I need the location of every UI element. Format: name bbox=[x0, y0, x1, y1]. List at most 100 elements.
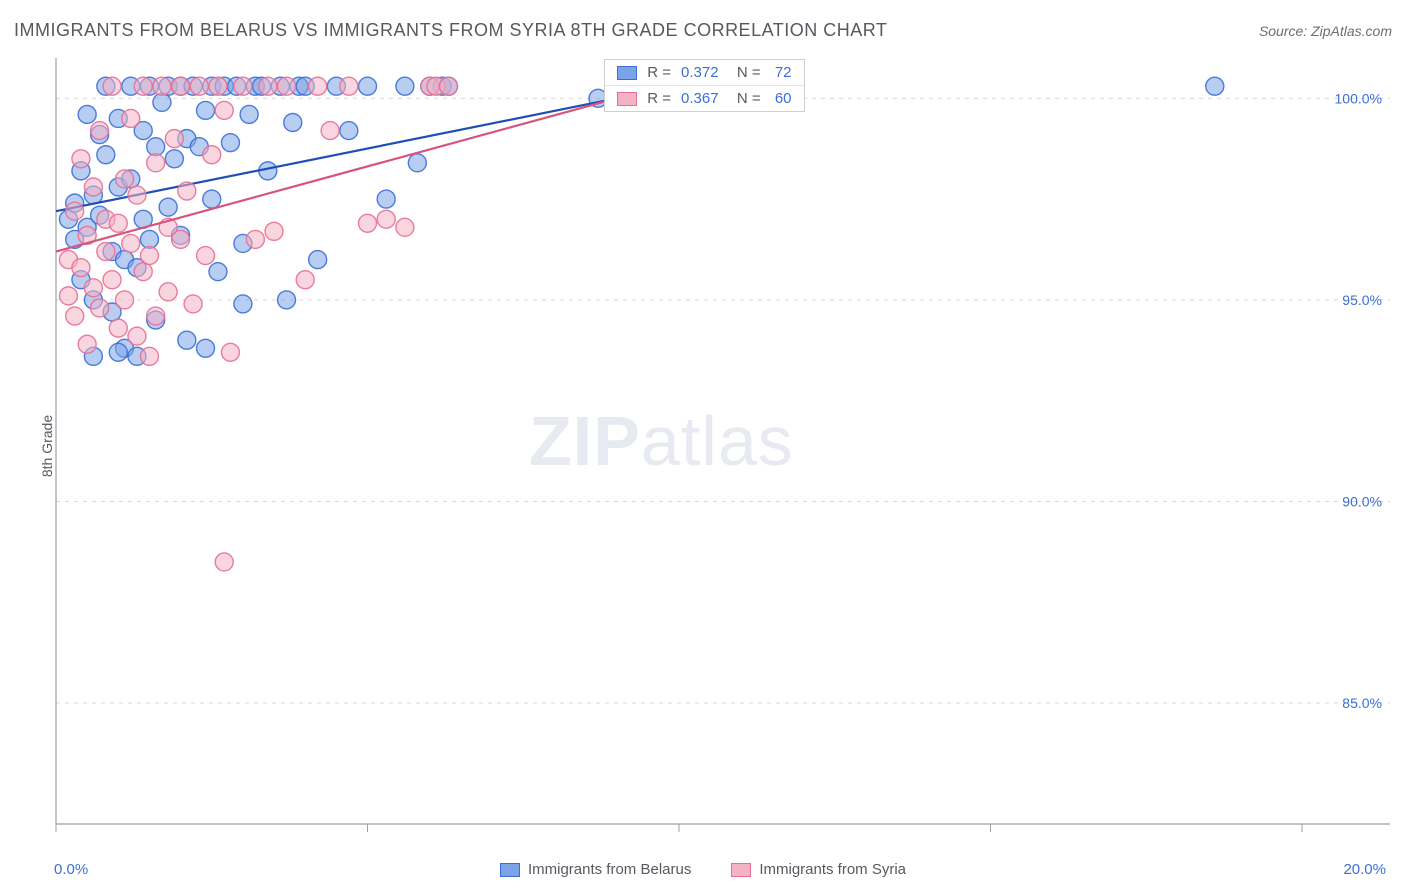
scatter-point bbox=[59, 287, 77, 305]
scatter-point bbox=[84, 178, 102, 196]
y-tick-label: 100.0% bbox=[1335, 90, 1382, 106]
scatter-point bbox=[103, 77, 121, 95]
scatter-point bbox=[209, 263, 227, 281]
scatter-point bbox=[178, 182, 196, 200]
scatter-point bbox=[296, 271, 314, 289]
scatter-point bbox=[265, 222, 283, 240]
scatter-point bbox=[408, 154, 426, 172]
stats-legend-box: R = 0.372 N = 72R = 0.367 N = 60 bbox=[604, 59, 804, 112]
scatter-point bbox=[246, 230, 264, 248]
scatter-point bbox=[140, 230, 158, 248]
scatter-point bbox=[109, 319, 127, 337]
scatter-point bbox=[122, 234, 140, 252]
scatter-point bbox=[109, 214, 127, 232]
scatter-point bbox=[140, 247, 158, 265]
scatter-point bbox=[172, 230, 190, 248]
scatter-point bbox=[197, 101, 215, 119]
scatter-point bbox=[259, 77, 277, 95]
scatter-point bbox=[140, 347, 158, 365]
scatter-point bbox=[359, 77, 377, 95]
scatter-point bbox=[377, 190, 395, 208]
scatter-point bbox=[159, 283, 177, 301]
x-axis-max-label: 20.0% bbox=[1343, 861, 1386, 878]
scatter-point bbox=[309, 77, 327, 95]
stats-row-syria: R = 0.367 N = 60 bbox=[605, 85, 803, 111]
scatter-point bbox=[159, 198, 177, 216]
legend-swatch-icon bbox=[731, 863, 751, 877]
scatter-point bbox=[340, 122, 358, 140]
scatter-point bbox=[91, 122, 109, 140]
stats-r-value: 0.367 bbox=[681, 90, 719, 107]
scatter-point bbox=[153, 77, 171, 95]
legend-label: Immigrants from Syria bbox=[759, 861, 906, 878]
scatter-point bbox=[134, 77, 152, 95]
scatter-point bbox=[147, 307, 165, 325]
scatter-point bbox=[439, 77, 457, 95]
scatter-point bbox=[215, 101, 233, 119]
stats-row-belarus: R = 0.372 N = 72 bbox=[605, 60, 803, 85]
scatter-point bbox=[147, 138, 165, 156]
scatter-point bbox=[203, 190, 221, 208]
scatter-point bbox=[172, 77, 190, 95]
scatter-point bbox=[72, 150, 90, 168]
scatter-point bbox=[309, 251, 327, 269]
stats-n-value: 60 bbox=[771, 90, 792, 107]
scatter-point bbox=[278, 77, 296, 95]
scatter-point bbox=[190, 77, 208, 95]
scatter-point bbox=[122, 109, 140, 127]
scatter-point bbox=[396, 218, 414, 236]
scatter-point bbox=[284, 114, 302, 132]
scatter-point bbox=[240, 105, 258, 123]
scatter-point bbox=[221, 134, 239, 152]
scatter-point bbox=[116, 170, 134, 188]
scatter-point bbox=[203, 146, 221, 164]
scatter-point bbox=[197, 247, 215, 265]
legend-item-syria: Immigrants from Syria bbox=[731, 861, 906, 878]
stats-r-label: R = bbox=[647, 64, 671, 81]
scatter-point bbox=[97, 243, 115, 261]
legend-swatch-icon bbox=[500, 863, 520, 877]
scatter-point bbox=[215, 553, 233, 571]
x-axis-min-label: 0.0% bbox=[54, 861, 88, 878]
scatter-point bbox=[377, 210, 395, 228]
y-tick-label: 90.0% bbox=[1342, 493, 1382, 509]
legend-label: Immigrants from Belarus bbox=[528, 861, 691, 878]
scatter-point bbox=[278, 291, 296, 309]
source-label: Source: ZipAtlas.com bbox=[1259, 23, 1392, 39]
scatter-point bbox=[128, 186, 146, 204]
scatter-point bbox=[72, 259, 90, 277]
chart-title: IMMIGRANTS FROM BELARUS VS IMMIGRANTS FR… bbox=[14, 20, 887, 41]
scatter-point bbox=[184, 295, 202, 313]
chart-area: 85.0%90.0%95.0%100.0% ZIPatlas R = 0.372… bbox=[50, 52, 1392, 842]
y-tick-label: 95.0% bbox=[1342, 292, 1382, 308]
scatter-point bbox=[340, 77, 358, 95]
stats-n-value: 72 bbox=[771, 64, 792, 81]
scatter-point bbox=[109, 343, 127, 361]
scatter-point bbox=[116, 291, 134, 309]
scatter-point bbox=[165, 150, 183, 168]
scatter-point bbox=[78, 335, 96, 353]
scatter-point bbox=[66, 307, 84, 325]
bottom-legend: 0.0% Immigrants from Belarus Immigrants f… bbox=[0, 861, 1406, 878]
scatter-point bbox=[97, 146, 115, 164]
scatter-point bbox=[134, 263, 152, 281]
y-tick-label: 85.0% bbox=[1342, 695, 1382, 711]
scatter-point bbox=[209, 77, 227, 95]
series-belarus bbox=[56, 77, 1224, 365]
scatter-point bbox=[78, 105, 96, 123]
scatter-point bbox=[234, 295, 252, 313]
scatter-point bbox=[147, 154, 165, 172]
scatter-point bbox=[84, 279, 102, 297]
scatter-point bbox=[178, 331, 196, 349]
stats-r-value: 0.372 bbox=[681, 64, 719, 81]
stats-n-label: N = bbox=[729, 64, 761, 81]
scatter-point bbox=[153, 93, 171, 111]
legend-item-belarus: Immigrants from Belarus bbox=[500, 861, 691, 878]
scatter-point bbox=[359, 214, 377, 232]
scatter-point bbox=[165, 130, 183, 148]
scatter-point bbox=[103, 271, 121, 289]
scatter-point bbox=[197, 339, 215, 357]
scatter-point bbox=[1206, 77, 1224, 95]
scatter-point bbox=[66, 202, 84, 220]
series-syria bbox=[56, 77, 617, 571]
